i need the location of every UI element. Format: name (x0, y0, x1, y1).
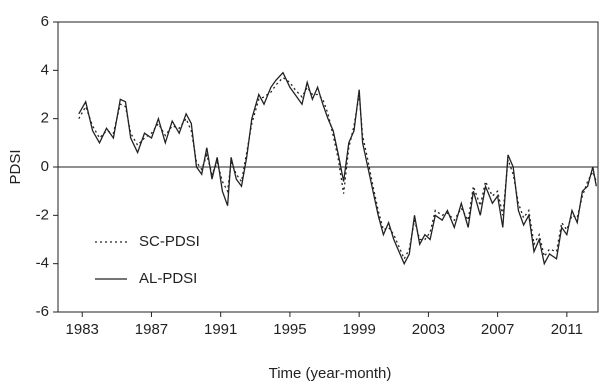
x-tick-label: 1991 (204, 321, 237, 338)
x-tick-label: 2007 (481, 321, 514, 338)
x-tick-label: 1995 (273, 321, 306, 338)
x-axis-label: Time (year-month) (269, 365, 392, 382)
y-tick-label: 2 (41, 110, 49, 127)
x-tick-label: 2011 (551, 321, 583, 338)
legend-label: SC-PDSI (139, 233, 200, 250)
y-tick-label: -4 (36, 255, 49, 272)
y-tick-label: 0 (41, 158, 49, 175)
y-tick-label: 6 (41, 13, 49, 30)
y-tick-label: -6 (36, 303, 49, 320)
data-line (78, 76, 597, 261)
data-line (78, 71, 597, 266)
x-tick-label: 1983 (66, 321, 99, 338)
legend-label: AL-PDSI (139, 270, 197, 287)
x-tick-label: 2003 (412, 321, 445, 338)
y-tick-label: -2 (36, 206, 49, 223)
x-tick-label: 1987 (135, 321, 168, 338)
x-tick-label: 1999 (342, 321, 375, 338)
y-tick-label: 4 (41, 61, 49, 78)
y-axis-label: PDSI (7, 149, 24, 184)
